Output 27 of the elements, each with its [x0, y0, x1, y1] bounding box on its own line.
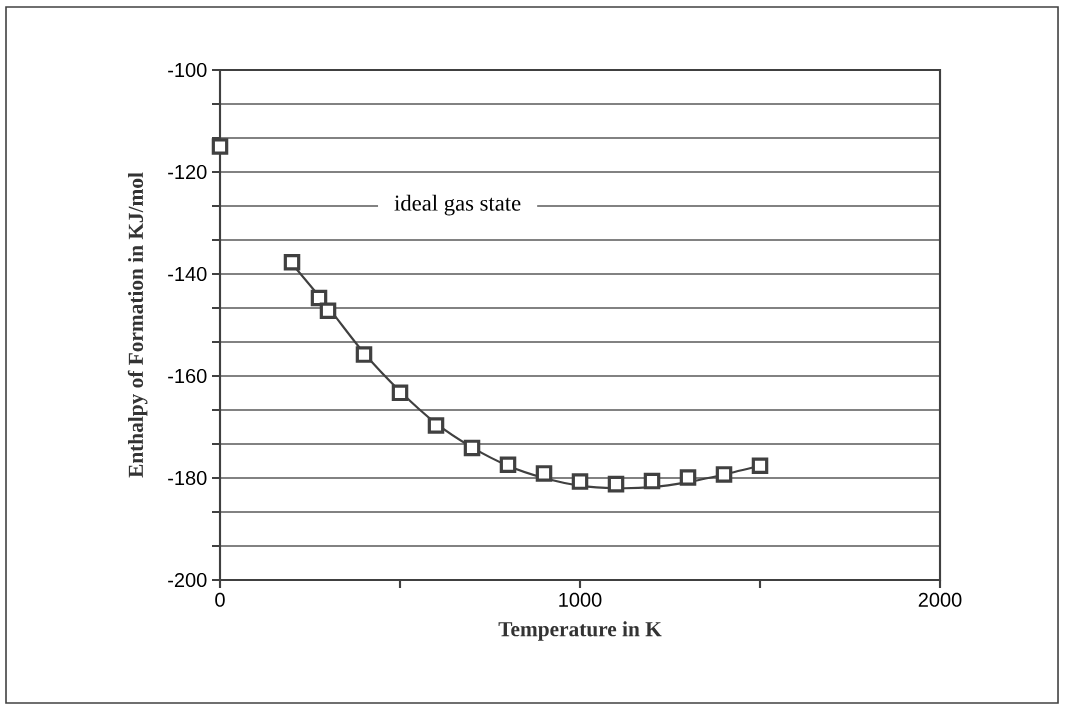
point	[571, 473, 589, 490]
point	[643, 472, 661, 490]
y-tick-label: -100	[168, 62, 207, 78]
point	[607, 475, 625, 493]
point	[535, 465, 553, 482]
y-tick-label: -160	[168, 368, 207, 384]
y-tick-label: -120	[168, 164, 207, 180]
y-tick-label: -200	[168, 572, 207, 588]
annotation: ideal gas state	[394, 194, 521, 216]
point	[679, 469, 697, 486]
point	[463, 439, 481, 457]
y-tick-label: -140	[168, 266, 207, 282]
point	[319, 302, 337, 319]
point	[427, 417, 445, 434]
point	[499, 456, 517, 474]
point	[355, 346, 373, 363]
x-tick-label: 0	[215, 592, 225, 607]
y-tick-label: -180	[168, 470, 207, 486]
point	[283, 254, 301, 271]
point	[211, 138, 229, 155]
x-tick-label: 1000	[559, 592, 602, 607]
point	[715, 466, 733, 483]
x-axis-title: Temperature in K	[498, 621, 662, 641]
point	[391, 384, 409, 402]
x-tick-label: 2000	[918, 592, 962, 607]
y-axis-title: Enthalpy of Formation in KJ/mol	[127, 172, 148, 478]
point	[751, 457, 769, 475]
